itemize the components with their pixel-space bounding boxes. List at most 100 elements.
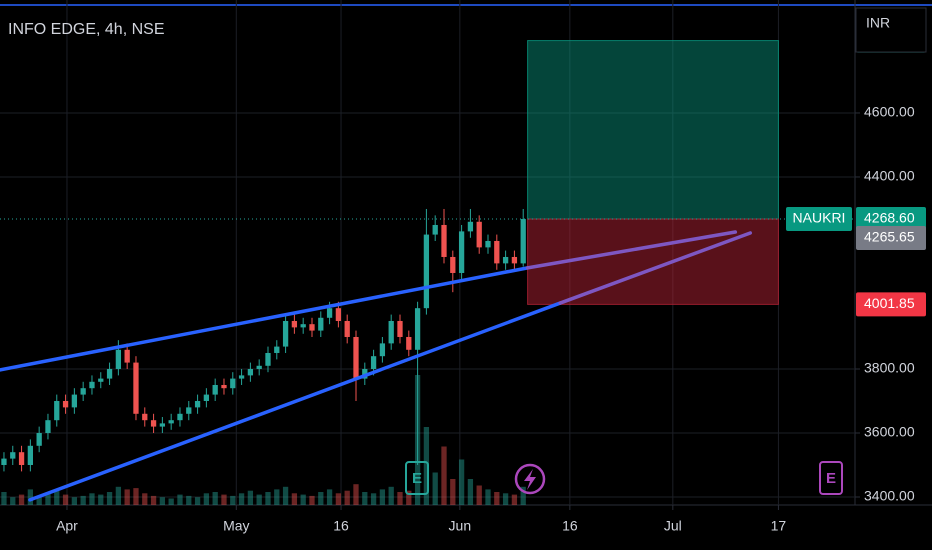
x-tick-label: 16: [562, 518, 578, 534]
x-tick-label: 16: [333, 518, 349, 534]
candle-body: [414, 308, 421, 350]
volume-bar: [450, 479, 456, 505]
mark-price-bg: [856, 225, 926, 250]
volume-bar: [335, 493, 342, 505]
volume-bar: [423, 427, 430, 505]
candle-body: [10, 452, 16, 459]
event-icon: [819, 461, 843, 495]
candle-body: [406, 336, 412, 350]
trend-line: [525, 230, 738, 270]
candle-body: [388, 320, 394, 344]
candle-body: [291, 320, 298, 328]
volume-bar: [318, 492, 324, 505]
event-label: E: [826, 470, 836, 487]
symbol-tag-bg: [786, 207, 852, 232]
candle-body: [62, 400, 69, 408]
volume-bar: [379, 489, 386, 505]
volume-bar: [106, 492, 113, 505]
volume-bar: [502, 493, 509, 505]
mark-price-label: 4265.65: [864, 229, 915, 245]
y-tick-label: 3800.00: [864, 360, 915, 376]
currency-box[interactable]: [855, 7, 927, 53]
chart-title: INFO EDGE, 4h, NSE: [8, 21, 164, 38]
volume-bar: [159, 497, 166, 505]
volume-bar: [397, 492, 403, 505]
candle-body: [309, 324, 315, 331]
candle-body: [71, 394, 78, 408]
volume-bar: [142, 493, 148, 505]
candle-body: [238, 375, 245, 379]
volume-bar: [203, 493, 210, 505]
volume-bar: [344, 490, 350, 505]
candle-body: [168, 420, 174, 424]
volume-bar: [309, 495, 315, 505]
candle-body: [45, 420, 51, 433]
currency: INR: [866, 15, 890, 31]
volume-bar: [485, 489, 491, 505]
candle-body: [370, 356, 377, 369]
candle-body: [18, 452, 25, 465]
x-tick-label: May: [223, 518, 249, 534]
volume-bar: [388, 486, 394, 505]
volume-bar: [168, 498, 174, 505]
volume-bar: [300, 494, 306, 505]
volume-bar: [98, 494, 104, 505]
volume-bar: [432, 472, 438, 505]
volume-bar: [194, 497, 201, 505]
candle-body: [98, 378, 104, 382]
volume-bar: [54, 490, 60, 505]
candle-body: [36, 432, 42, 446]
volume-bar: [274, 489, 280, 505]
volume-bar: [256, 494, 262, 505]
volume-bar: [133, 488, 139, 505]
volume-bar: [265, 492, 271, 505]
x-tick-label: Apr: [56, 518, 78, 534]
candle-body: [476, 221, 482, 248]
candle-body: [150, 420, 157, 427]
candle-body: [106, 368, 113, 379]
candle-body: [89, 381, 95, 389]
candle-body: [186, 407, 192, 414]
candle-body: [80, 388, 86, 395]
stop-label-bg: [856, 292, 926, 317]
candle-body: [230, 378, 236, 389]
volume-bar: [186, 495, 192, 505]
trend-line: [28, 301, 562, 502]
candle-body: [265, 352, 271, 366]
volume-bar: [247, 490, 254, 505]
candle-body: [326, 308, 333, 318]
volume-bar: [520, 486, 526, 505]
candle-body: [520, 219, 526, 264]
y-tick-label: 4400.00: [864, 168, 915, 184]
profit-zone: [527, 40, 779, 220]
candle-body: [1, 458, 7, 465]
x-tick-label: 17: [771, 518, 787, 534]
volume-bar: [370, 493, 377, 505]
volume-bar: [45, 493, 51, 505]
candle-body: [300, 324, 306, 328]
y-tick-label: 3600.00: [864, 424, 915, 440]
volume-bar: [89, 493, 95, 505]
volume-bar: [362, 492, 368, 505]
event-icon: [405, 461, 429, 495]
trend-line: [558, 231, 753, 305]
volume-bar: [115, 486, 122, 505]
volume-bar: [124, 489, 130, 505]
candle-body: [124, 349, 130, 363]
volume-bar: [27, 489, 34, 505]
volume-bar: [511, 494, 518, 505]
volume-bar: [18, 494, 25, 505]
volume-bar: [1, 492, 7, 505]
x-tick-label: Jun: [449, 518, 472, 534]
candle-body: [467, 221, 474, 232]
volume-bar: [326, 489, 333, 505]
candle-body: [423, 234, 430, 309]
volume-bar: [221, 494, 227, 505]
candle-body: [318, 317, 324, 331]
dividend-bolt: [524, 469, 536, 490]
x-tick-label: Jul: [664, 518, 682, 534]
symbol-tag: NAUKRI: [793, 210, 846, 226]
candle-body: [397, 320, 403, 337]
volume-bar: [494, 492, 500, 505]
